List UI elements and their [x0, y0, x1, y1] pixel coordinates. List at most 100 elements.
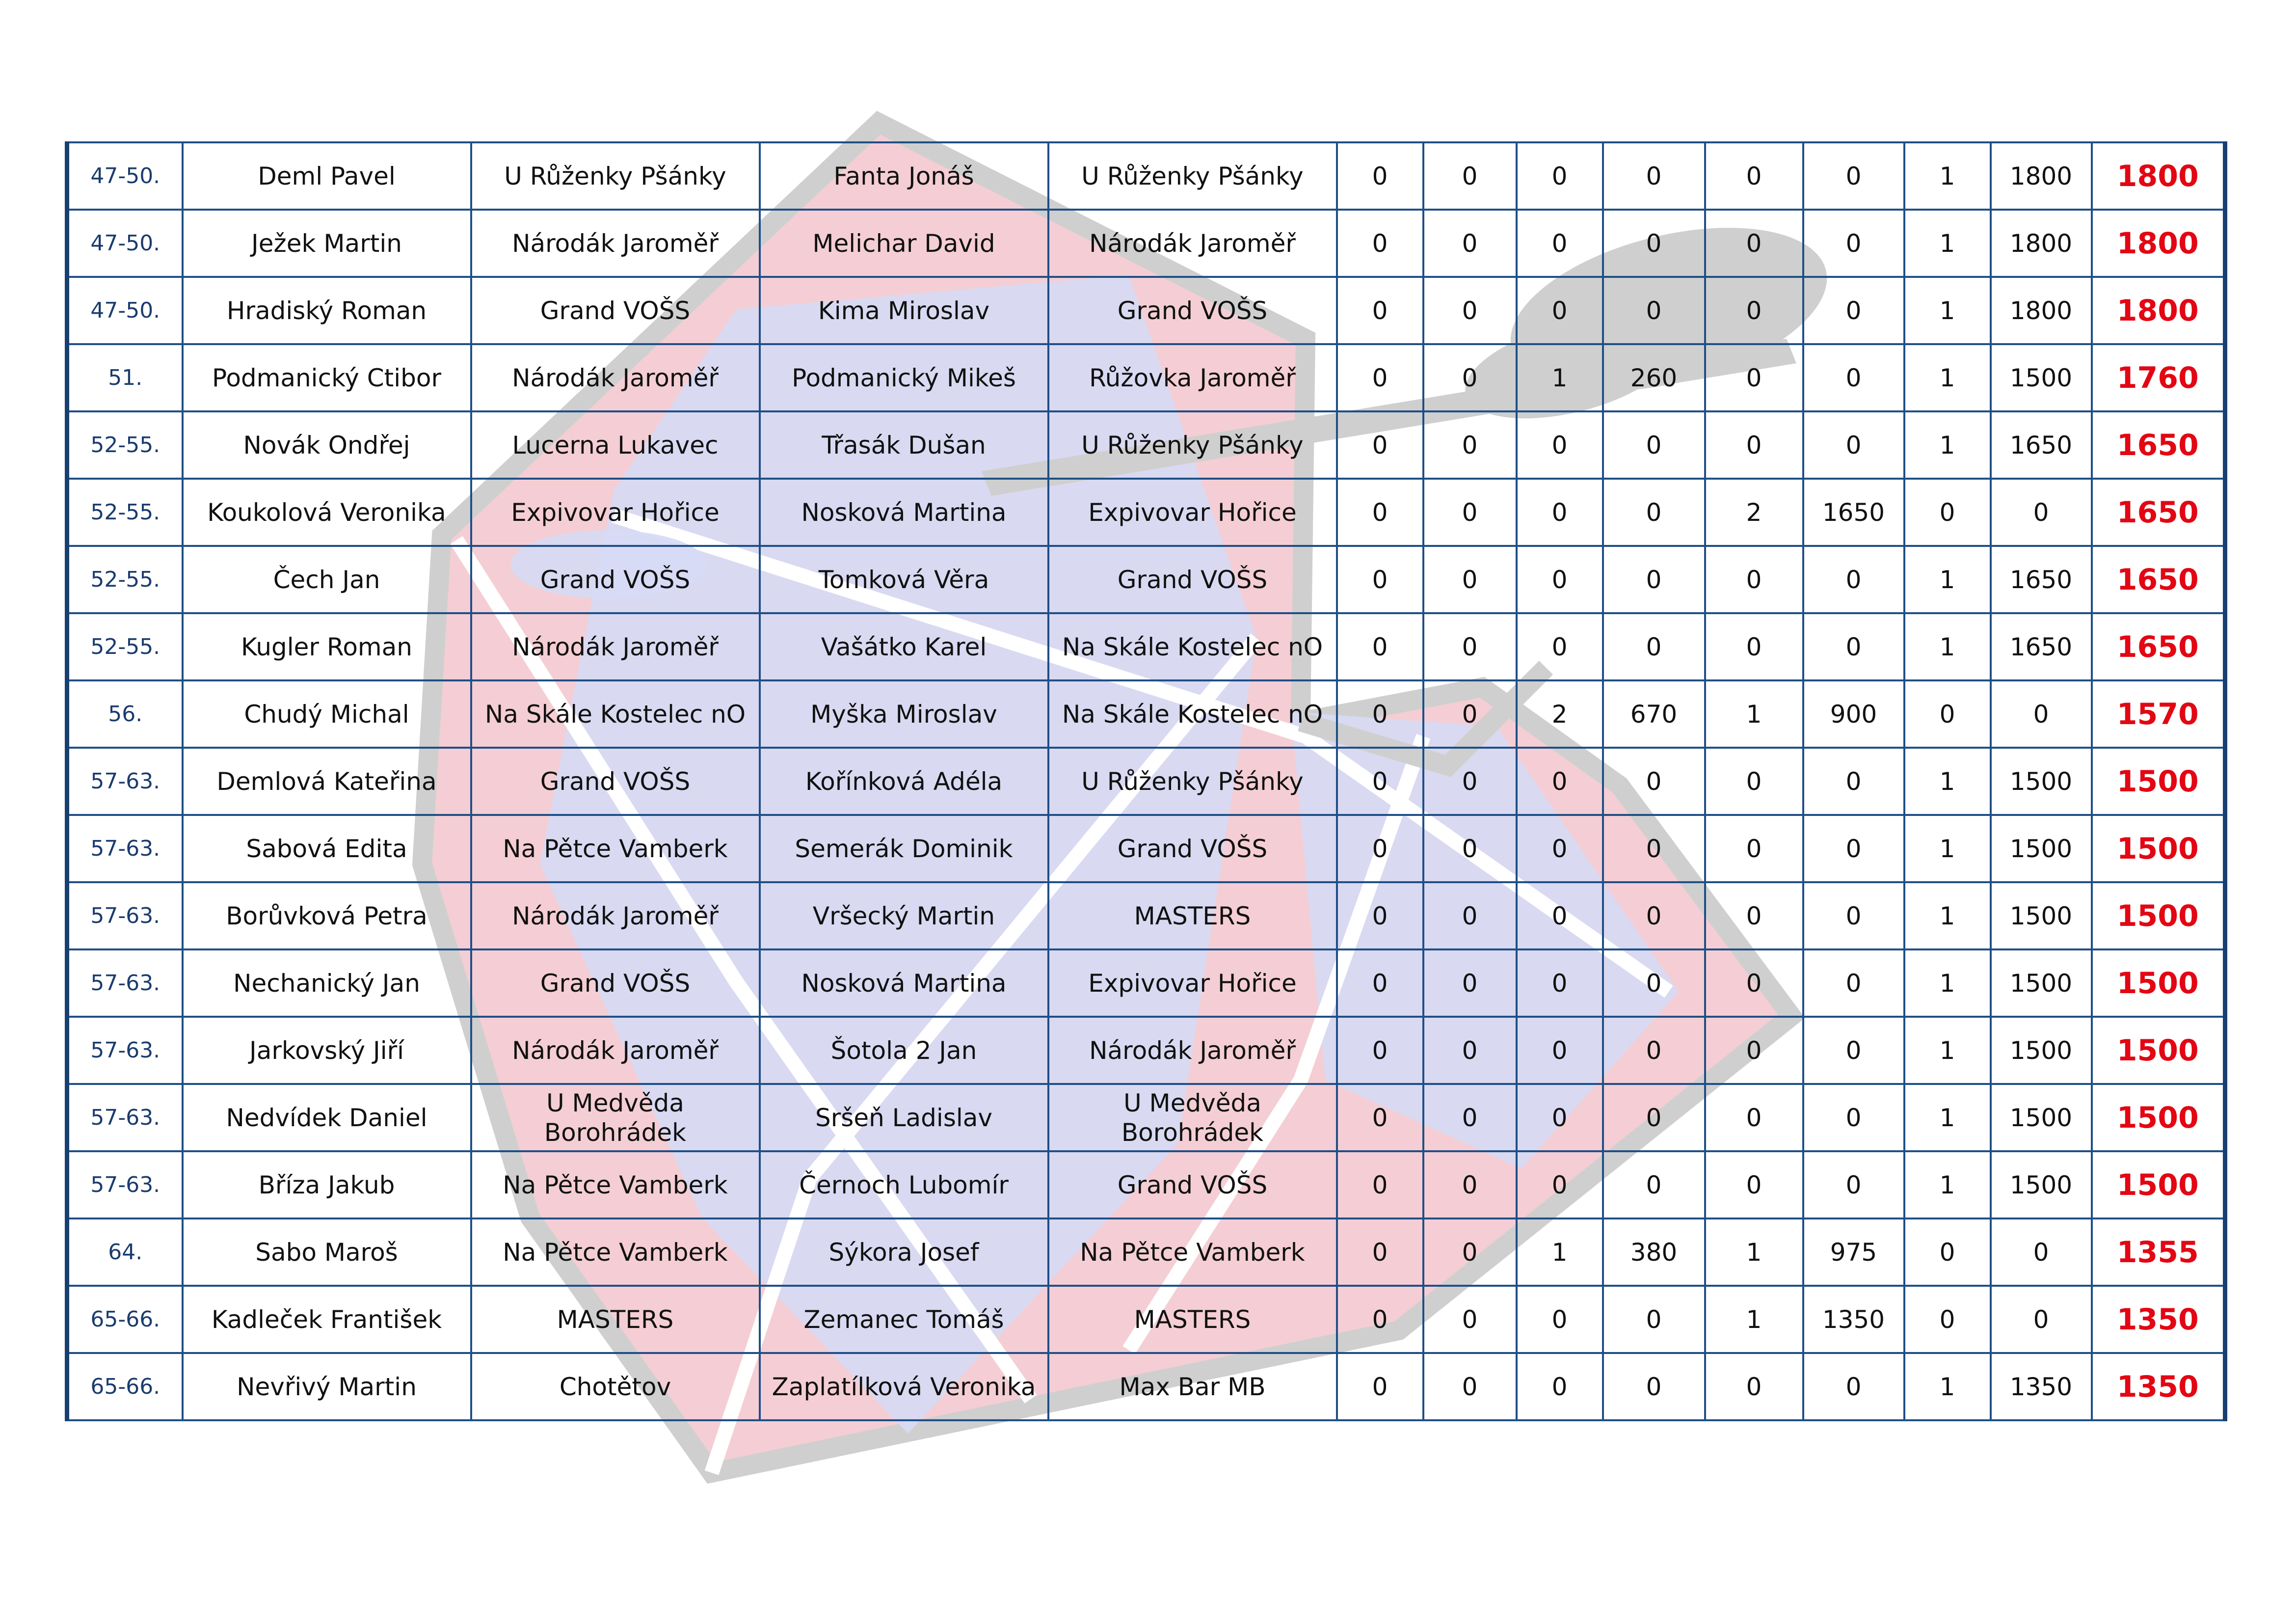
opponent-team-cell: Růžovka Jaroměř: [1047, 343, 1338, 412]
score-col-8-cell: 1350: [1989, 1352, 2093, 1421]
score-col-6-cell: 0: [1802, 1150, 1905, 1219]
score-col-7-cell: 1: [1903, 276, 1992, 345]
total-points-cell: 1350: [2090, 1352, 2226, 1421]
score-col-7-cell: 1: [1903, 881, 1992, 950]
total-points-cell: 1570: [2090, 679, 2226, 749]
opponent-team-cell: Národák Jaroměř: [1047, 209, 1338, 278]
player-team-cell: U Růženky Pšánky: [470, 141, 761, 211]
opponent-team-cell: U Růženky Pšánky: [1047, 747, 1338, 816]
rank-cell: 64.: [66, 1218, 184, 1287]
table-row: 57-63. Nechanický Jan Grand VOŠS Nosková Ma…: [66, 948, 2226, 1018]
total-points-cell: 1800: [2090, 141, 2226, 211]
score-col-5-cell: 0: [1704, 276, 1804, 345]
opponent-team-cell: Max Bar MB: [1047, 1352, 1338, 1421]
score-col-6-cell: 0: [1802, 881, 1905, 950]
rank-cell: 57-63.: [66, 814, 184, 883]
score-col-6-cell: 1350: [1802, 1285, 1905, 1354]
score-col-1-cell: 0: [1335, 814, 1424, 883]
score-col-7-cell: 1: [1903, 612, 1992, 681]
score-col-4-cell: 0: [1602, 747, 1706, 816]
score-col-8-cell: 0: [1989, 1218, 2093, 1287]
rank-cell: 52-55.: [66, 612, 184, 681]
rank-cell: 57-63.: [66, 1150, 184, 1219]
table-row: 57-63. Sabová Edita Na Pětce Vamberk Semerá…: [66, 814, 2226, 883]
score-col-3-cell: 0: [1515, 1083, 1604, 1152]
score-col-7-cell: 0: [1903, 478, 1992, 547]
score-col-5-cell: 0: [1704, 209, 1804, 278]
player-name-cell: Kugler Roman: [181, 612, 472, 681]
player-team-cell: MASTERS: [470, 1285, 761, 1354]
score-col-8-cell: 1500: [1989, 814, 2093, 883]
player-name-cell: Deml Pavel: [181, 141, 472, 211]
rank-cell: 52-55.: [66, 545, 184, 614]
opponent-name-cell: Tomková Věra: [758, 545, 1049, 614]
score-col-3-cell: 0: [1515, 814, 1604, 883]
opponent-name-cell: Zaplatílková Veronika: [758, 1352, 1049, 1421]
opponent-name-cell: Kima Miroslav: [758, 276, 1049, 345]
total-points-cell: 1500: [2090, 1016, 2226, 1085]
score-col-5-cell: 0: [1704, 545, 1804, 614]
opponent-name-cell: Sýkora Josef: [758, 1218, 1049, 1287]
rank-cell: 65-66.: [66, 1352, 184, 1421]
player-team-cell: Grand VOŠS: [470, 747, 761, 816]
score-col-5-cell: 0: [1704, 343, 1804, 412]
score-col-8-cell: 1500: [1989, 948, 2093, 1018]
player-team-cell: Národák Jaroměř: [470, 209, 761, 278]
table-row: 57-63. Jarkovský Jiří Národák Jaroměř Šotol…: [66, 1016, 2226, 1085]
score-col-2-cell: 0: [1422, 612, 1518, 681]
score-col-8-cell: 1500: [1989, 1150, 2093, 1219]
opponent-team-cell: Na Skále Kostelec nO: [1047, 679, 1338, 749]
score-col-1-cell: 0: [1335, 545, 1424, 614]
opponent-name-cell: Melichar David: [758, 209, 1049, 278]
score-col-6-cell: 0: [1802, 209, 1905, 278]
score-col-7-cell: 1: [1903, 747, 1992, 816]
score-col-3-cell: 0: [1515, 1352, 1604, 1421]
rank-cell: 52-55.: [66, 478, 184, 547]
score-col-1-cell: 0: [1335, 612, 1424, 681]
player-name-cell: Nedvídek Daniel: [181, 1083, 472, 1152]
score-col-4-cell: 380: [1602, 1218, 1706, 1287]
rank-cell: 47-50.: [66, 276, 184, 345]
score-col-4-cell: 0: [1602, 1285, 1706, 1354]
opponent-team-cell: Národák Jaroměř: [1047, 1016, 1338, 1085]
player-team-cell: Na Pětce Vamberk: [470, 814, 761, 883]
score-col-7-cell: 0: [1903, 1218, 1992, 1287]
table-row: 47-50. Deml Pavel U Růženky Pšánky Fanta Jo…: [66, 141, 2226, 211]
score-col-2-cell: 0: [1422, 1352, 1518, 1421]
player-team-cell: Grand VOŠS: [470, 545, 761, 614]
player-name-cell: Demlová Kateřina: [181, 747, 472, 816]
score-col-7-cell: 1: [1903, 1352, 1992, 1421]
table-row: 52-55. Čech Jan Grand VOŠS Tomková Věra Gran…: [66, 545, 2226, 614]
table-row: 57-63. Demlová Kateřina Grand VOŠS Kořínkov…: [66, 747, 2226, 816]
score-col-1-cell: 0: [1335, 948, 1424, 1018]
score-col-3-cell: 0: [1515, 881, 1604, 950]
opponent-name-cell: Podmanický Mikeš: [758, 343, 1049, 412]
score-col-2-cell: 0: [1422, 1285, 1518, 1354]
score-col-1-cell: 0: [1335, 141, 1424, 211]
score-col-5-cell: 0: [1704, 1150, 1804, 1219]
score-col-8-cell: 0: [1989, 1285, 2093, 1354]
score-col-6-cell: 0: [1802, 1083, 1905, 1152]
score-col-1-cell: 0: [1335, 1016, 1424, 1085]
opponent-name-cell: Vašátko Karel: [758, 612, 1049, 681]
score-col-2-cell: 0: [1422, 276, 1518, 345]
score-col-1-cell: 0: [1335, 881, 1424, 950]
score-col-2-cell: 0: [1422, 545, 1518, 614]
player-name-cell: Kadleček František: [181, 1285, 472, 1354]
score-col-3-cell: 0: [1515, 545, 1604, 614]
score-col-6-cell: 0: [1802, 545, 1905, 614]
score-col-3-cell: 0: [1515, 612, 1604, 681]
score-col-6-cell: 0: [1802, 141, 1905, 211]
score-col-1-cell: 0: [1335, 276, 1424, 345]
total-points-cell: 1355: [2090, 1218, 2226, 1287]
score-col-1-cell: 0: [1335, 747, 1424, 816]
score-col-5-cell: 0: [1704, 1016, 1804, 1085]
table-row: 51. Podmanický Ctibor Národák Jaroměř Podma…: [66, 343, 2226, 412]
rank-cell: 57-63.: [66, 1016, 184, 1085]
opponent-name-cell: Zemanec Tomáš: [758, 1285, 1049, 1354]
score-col-6-cell: 0: [1802, 814, 1905, 883]
score-col-2-cell: 0: [1422, 747, 1518, 816]
player-name-cell: Novák Ondřej: [181, 410, 472, 480]
score-col-7-cell: 1: [1903, 948, 1992, 1018]
table-row: 52-55. Novák Ondřej Lucerna Lukavec Třasák …: [66, 410, 2226, 480]
